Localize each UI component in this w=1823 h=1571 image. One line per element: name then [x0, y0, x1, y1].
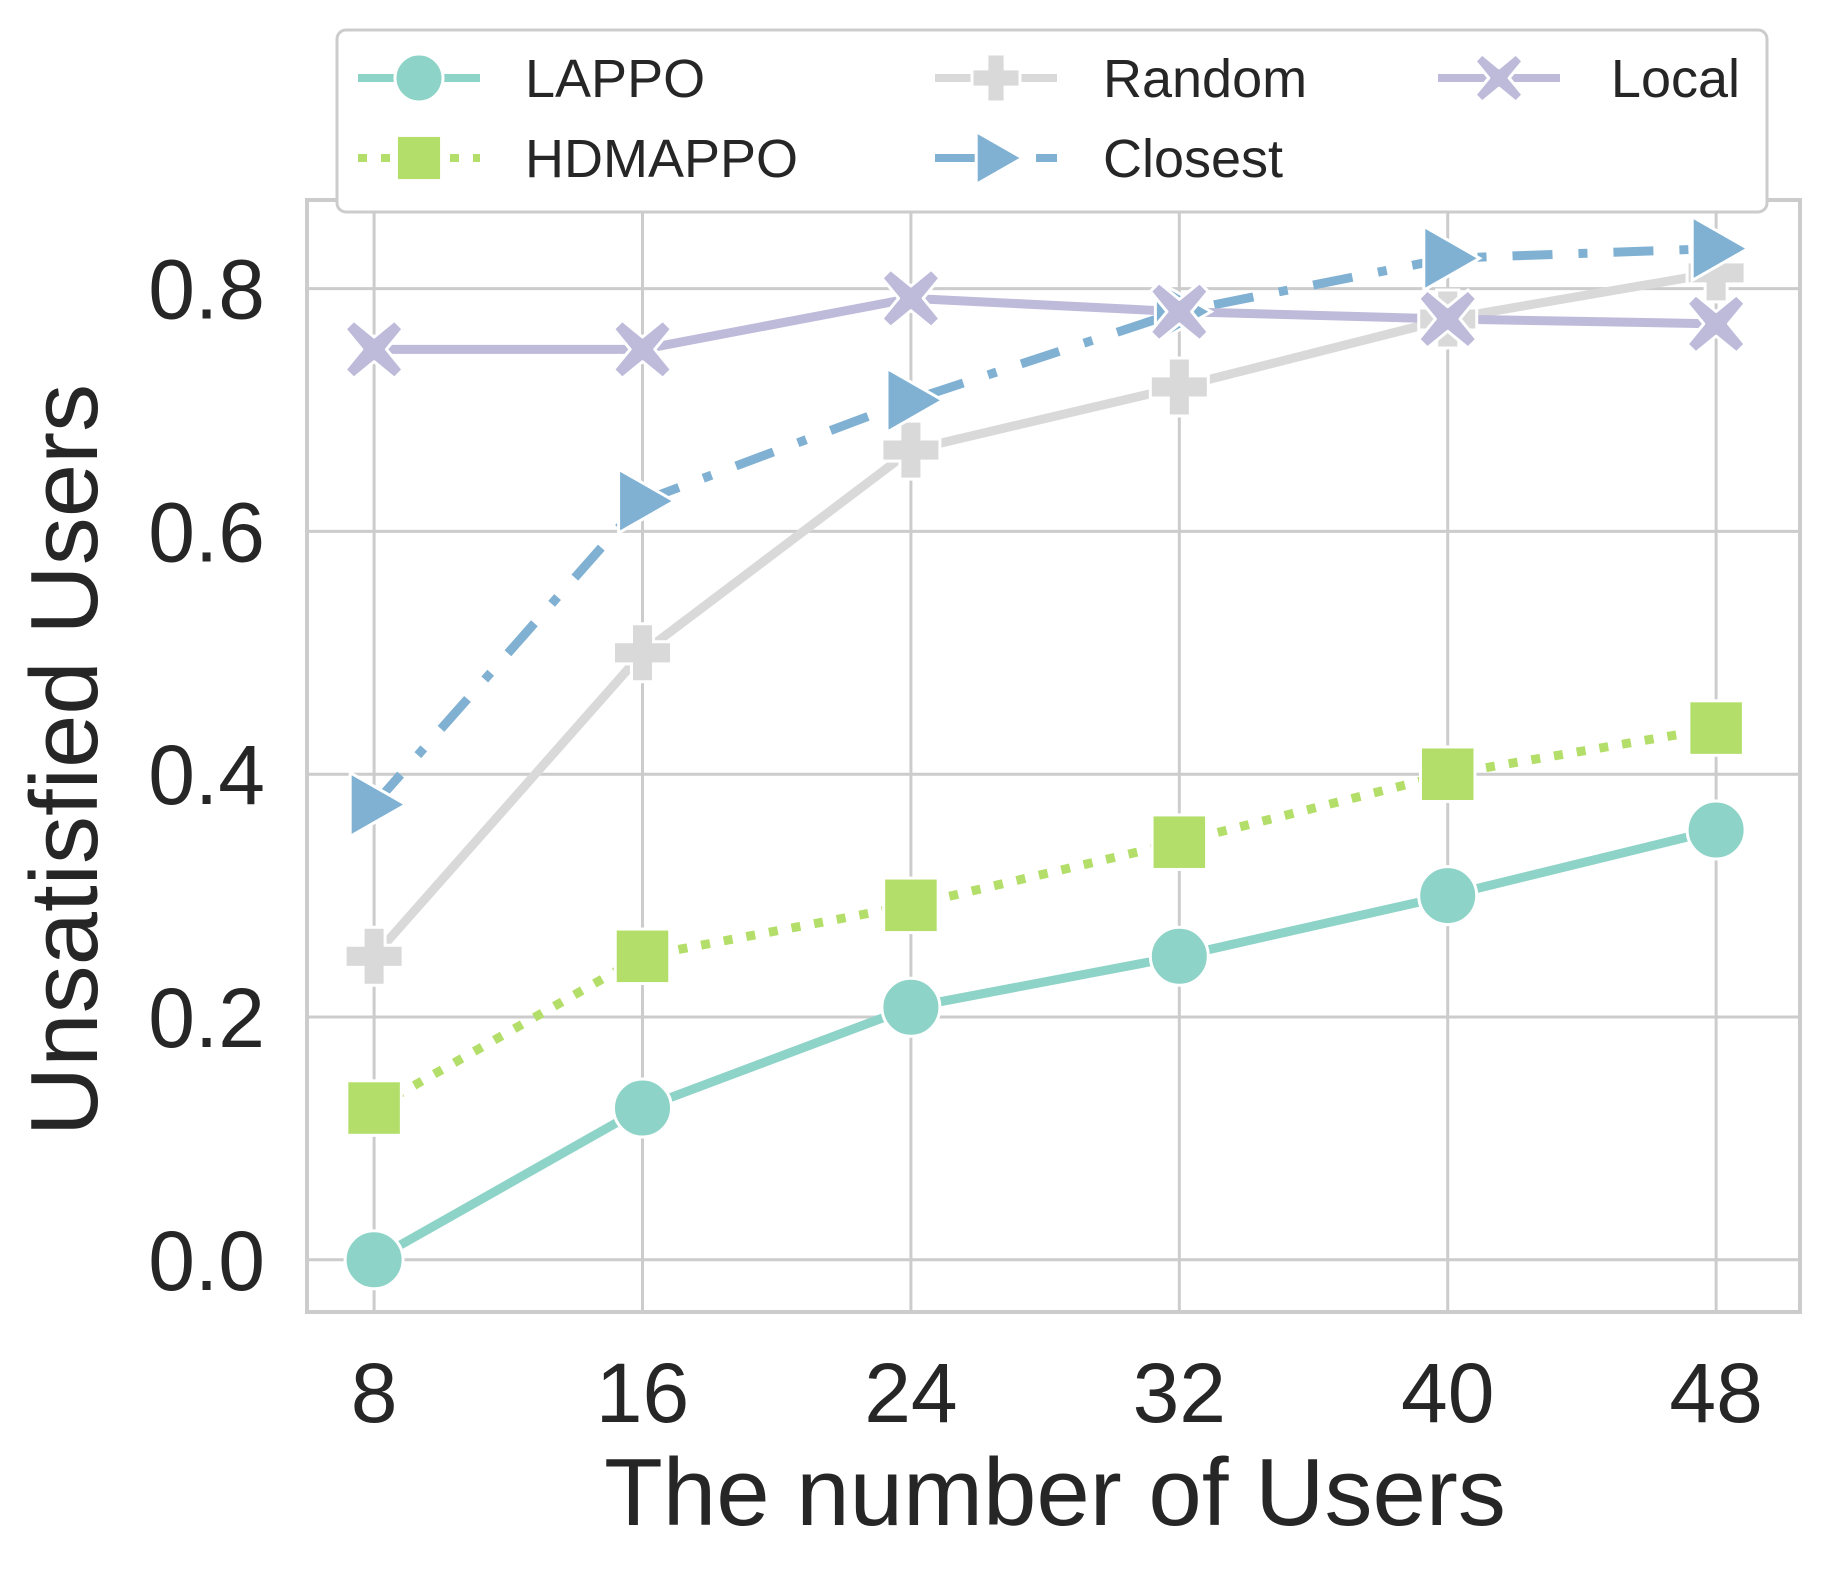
- series-markers-local: [343, 267, 1747, 380]
- x-tick-labels: 8 16 24 32 40 48: [351, 1346, 1763, 1440]
- series-line-hdmappo: [371, 723, 1717, 1112]
- data-point-lappo: [1685, 799, 1747, 861]
- legend-item-local: Local: [1438, 49, 1740, 109]
- data-point-random: [880, 419, 942, 481]
- legend-item-hdmappo: HDMAPPO: [358, 129, 798, 189]
- data-point-hdmappo: [882, 876, 940, 935]
- series-markers-lappo: [343, 799, 1747, 1291]
- series-line-lappo: [371, 825, 1718, 1264]
- data-point-local: [343, 318, 405, 380]
- data-point-hdmappo: [613, 927, 672, 986]
- data-point-local: [1417, 288, 1479, 350]
- data-point-closest: [1690, 214, 1752, 284]
- x-tick-label: 16: [596, 1346, 689, 1440]
- series-lines: [370, 244, 1718, 1264]
- legend-marker-lappo: [393, 52, 445, 104]
- legend: LAPPO HDMAPPO Random Closest Local: [335, 28, 1769, 214]
- data-point-random: [343, 925, 405, 987]
- data-point-hdmappo: [1687, 699, 1745, 757]
- data-point-lappo: [1148, 925, 1210, 987]
- x-tick-label: 24: [864, 1346, 957, 1440]
- plot-area: [307, 200, 1800, 1312]
- legend-marker-hdmappo: [394, 133, 444, 183]
- x-tick-label: 8: [351, 1346, 398, 1440]
- data-point-closest: [617, 466, 678, 536]
- data-point-hdmappo: [1150, 813, 1209, 871]
- data-point-closest: [348, 770, 410, 840]
- legend-label: Closest: [1103, 129, 1283, 189]
- data-point-closest: [885, 365, 946, 435]
- x-tick-label: 40: [1401, 1346, 1494, 1440]
- data-point-local: [1685, 293, 1747, 355]
- legend-label: Local: [1611, 49, 1740, 109]
- series-markers: [343, 214, 1752, 1291]
- y-tick-label: 0.8: [148, 243, 265, 337]
- data-point-local: [880, 267, 942, 329]
- legend-marker-random: [970, 52, 1022, 104]
- y-tick-label: 0.2: [148, 971, 265, 1065]
- y-axis-label: Unsatisfied Users: [11, 384, 118, 1136]
- data-point-lappo: [880, 976, 942, 1038]
- legend-marker-local: [1473, 52, 1525, 104]
- legend-item-random: Random: [935, 49, 1307, 109]
- legend-label: LAPPO: [525, 49, 705, 109]
- data-point-hdmappo: [345, 1079, 403, 1137]
- legend-label: Random: [1103, 49, 1307, 109]
- legend-item-closest: Closest: [935, 129, 1283, 189]
- data-point-local: [1148, 281, 1210, 343]
- series-line-closest: [370, 244, 1717, 808]
- data-point-local: [612, 318, 674, 380]
- data-point-hdmappo: [1418, 745, 1477, 803]
- data-point-closest: [1422, 223, 1483, 293]
- y-tick-label: 0.0: [148, 1214, 265, 1308]
- legend-label: HDMAPPO: [525, 129, 798, 189]
- y-tick-label: 0.6: [148, 485, 265, 579]
- series-line-local: [374, 293, 1717, 354]
- plot-background: [307, 200, 1800, 1312]
- data-point-lappo: [1417, 865, 1479, 927]
- legend-marker-closest: [974, 129, 1026, 187]
- data-point-random: [612, 622, 674, 684]
- x-axis-label: The number of Users: [604, 1439, 1506, 1546]
- legend-box: [335, 28, 1769, 214]
- y-tick-labels: 0.0 0.2 0.4 0.6 0.8: [148, 243, 265, 1308]
- data-point-lappo: [343, 1229, 405, 1291]
- legend-item-lappo: LAPPO: [358, 49, 705, 109]
- y-tick-label: 0.4: [148, 728, 265, 822]
- data-point-random: [1148, 356, 1210, 418]
- series-markers-hdmappo: [345, 699, 1745, 1137]
- series-line-random: [370, 268, 1717, 960]
- x-tick-label: 32: [1133, 1346, 1226, 1440]
- x-tick-label: 48: [1669, 1346, 1762, 1440]
- data-point-lappo: [612, 1077, 674, 1139]
